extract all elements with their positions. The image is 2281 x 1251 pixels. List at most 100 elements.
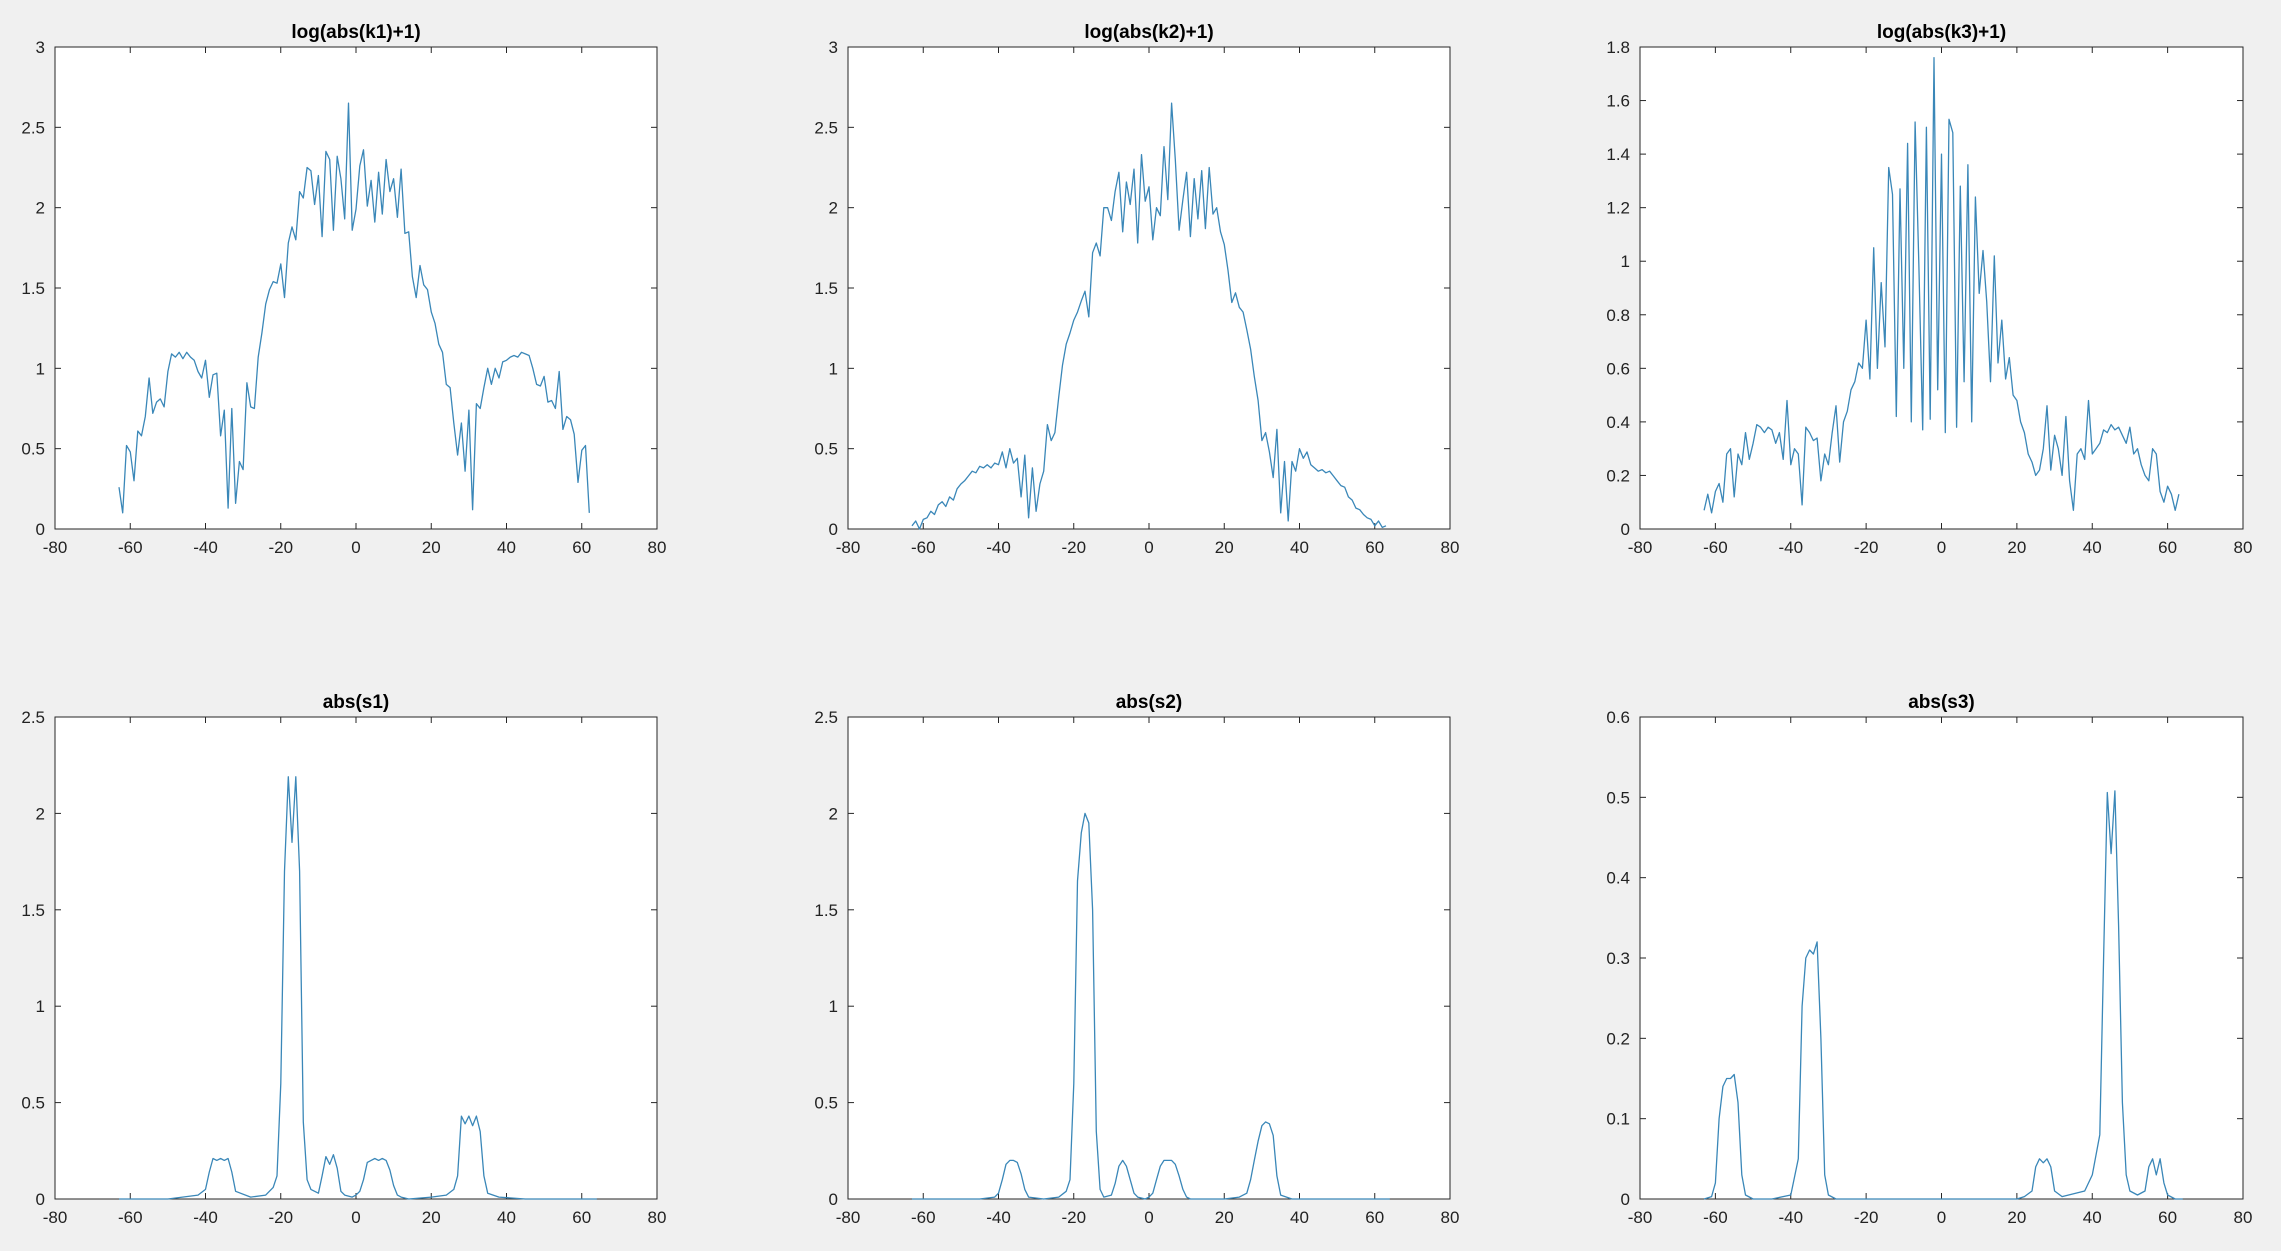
axes-box [847, 716, 1451, 1200]
x-tick-label: -60 [911, 1208, 936, 1227]
x-tick-label: -80 [1628, 1208, 1653, 1227]
y-tick-label: 2 [36, 804, 45, 823]
y-tick-label: 1.8 [1606, 38, 1630, 57]
y-tick-label: 1.2 [1606, 199, 1630, 218]
x-tick-label: -80 [1628, 538, 1653, 557]
x-tick-label: 0 [351, 538, 360, 557]
y-tick-label: 0.2 [1606, 466, 1630, 485]
x-tick-label: -80 [836, 538, 861, 557]
x-tick-label: 20 [1215, 538, 1234, 557]
x-axis: -80 -60 -40 -20 0 20 40 60 80 [43, 47, 667, 557]
y-axis: 0 0.5 1 1.5 2 2.5 3 [814, 38, 1450, 539]
y-tick-label: 0 [1621, 1190, 1630, 1209]
axes-box [54, 46, 658, 530]
y-tick-label: 0.8 [1606, 306, 1630, 325]
y-tick-label: 1.5 [814, 279, 838, 298]
subplot-2: log(abs(k2)+1) -80 -60 -40 -20 0 20 40 60 80 0 0.5 1… [814, 22, 1459, 557]
subplot-5: abs(s2) -80 -60 -40 -20 0 20 40 60 80 0 0.5 1 1.5 2 2.5 [814, 692, 1459, 1227]
x-tick-label: -20 [1854, 1208, 1879, 1227]
y-tick-label: 1 [36, 359, 45, 378]
y-tick-label: 2 [36, 199, 45, 218]
y-tick-label: 2.5 [21, 118, 45, 137]
x-tick-label: 60 [572, 1208, 591, 1227]
x-tick-label: 40 [1290, 538, 1309, 557]
x-axis: -80 -60 -40 -20 0 20 40 60 80 [1628, 47, 2252, 557]
x-tick-label: -20 [1061, 538, 1086, 557]
y-tick-label: 1 [829, 359, 838, 378]
x-tick-label: -60 [118, 538, 143, 557]
x-tick-label: 40 [2083, 1208, 2102, 1227]
x-tick-label: 40 [1290, 1208, 1309, 1227]
y-axis: 0 0.5 1 1.5 2 2.5 [814, 708, 1450, 1209]
x-tick-label: 60 [572, 538, 591, 557]
y-tick-label: 0.5 [21, 440, 45, 459]
y-tick-label: 1.4 [1606, 145, 1630, 164]
y-tick-label: 0.4 [1606, 413, 1630, 432]
y-tick-label: 0 [36, 1190, 45, 1209]
plot-title: log(abs(k3)+1) [1877, 22, 2006, 43]
axes-box [1639, 46, 2244, 530]
y-tick-label: 3 [829, 38, 838, 57]
y-tick-label: 1.6 [1606, 92, 1630, 111]
x-tick-label: -40 [986, 538, 1011, 557]
y-tick-label: 2.5 [21, 708, 45, 727]
x-tick-label: 0 [1144, 538, 1153, 557]
y-tick-label: 0.5 [1606, 788, 1630, 807]
plot-title: abs(s1) [323, 692, 390, 713]
x-tick-label: -20 [268, 1208, 293, 1227]
y-tick-label: 1 [829, 997, 838, 1016]
x-tick-label: 20 [1215, 1208, 1234, 1227]
axes-box [54, 716, 658, 1200]
x-tick-label: 0 [1937, 538, 1946, 557]
y-tick-label: 0 [1621, 520, 1630, 539]
x-tick-label: -80 [43, 538, 68, 557]
x-tick-label: 80 [648, 538, 667, 557]
subplot-6: abs(s3) -80 -60 -40 -20 0 20 40 60 80 0 0.1 0.2 0.3 0.… [1606, 692, 2252, 1227]
x-tick-label: 40 [497, 538, 516, 557]
x-tick-label: -40 [193, 538, 218, 557]
subplot-3: log(abs(k3)+1)-80 -60 -40 -20 0 20 40 60 8000.20… [1606, 22, 2252, 557]
x-tick-label: 0 [1937, 1208, 1946, 1227]
y-tick-label: 0.6 [1606, 708, 1630, 727]
y-tick-label: 0 [829, 1190, 838, 1209]
y-axis: 0 0.5 1 1.5 2 2.5 3 [21, 38, 657, 539]
x-tick-label: 20 [422, 1208, 441, 1227]
y-tick-label: 2.5 [814, 708, 838, 727]
x-tick-label: -40 [1778, 538, 1803, 557]
x-tick-label: 20 [422, 538, 441, 557]
x-tick-label: 80 [2234, 1208, 2253, 1227]
axes-box [1639, 716, 2244, 1200]
y-tick-label: 0 [36, 520, 45, 539]
y-tick-label: 1.5 [21, 901, 45, 920]
y-tick-label: 0.6 [1606, 359, 1630, 378]
y-tick-label: 1.5 [21, 279, 45, 298]
series-line-1 [1703, 57, 2180, 514]
y-tick-label: 0.2 [1606, 1029, 1630, 1048]
plot-title: log(abs(k1)+1) [291, 22, 420, 43]
plot-title: log(abs(k2)+1) [1084, 22, 1213, 43]
x-tick-label: 60 [1365, 1208, 1384, 1227]
x-tick-label: -60 [911, 538, 936, 557]
axes-box [847, 46, 1451, 530]
y-tick-label: 3 [36, 38, 45, 57]
x-tick-label: 60 [1365, 538, 1384, 557]
y-tick-label: 0.3 [1606, 949, 1630, 968]
x-tick-label: 80 [648, 1208, 667, 1227]
y-axis: 0 0.5 1 1.5 2 2.5 [21, 708, 657, 1209]
plot-title: abs(s2) [1116, 692, 1183, 713]
y-axis: 0 0.2 0.4 0.6 0.8 1 1.2 1.4 1.6 1.8 [1606, 38, 2243, 539]
x-axis: -80 -60 -40 -20 0 20 40 60 80 [836, 717, 1459, 1227]
x-axis: -80 -60 -40 -20 0 20 40 60 80 [836, 47, 1459, 557]
y-tick-label: 2 [829, 804, 838, 823]
x-tick-label: 0 [1144, 1208, 1153, 1227]
y-tick-label: 2 [829, 199, 838, 218]
x-tick-label: -20 [1854, 538, 1879, 557]
x-tick-label: -40 [1778, 1208, 1803, 1227]
y-tick-label: 0 [829, 520, 838, 539]
x-tick-label: 20 [2007, 538, 2026, 557]
series-line-1 [912, 812, 1390, 1200]
x-tick-label: 60 [2158, 538, 2177, 557]
subplot-1: log(abs(k1)+1) -80 -60 -40 -20 0 20 40 60 80 0 0.5 1… [21, 22, 666, 557]
y-tick-label: 1 [1621, 252, 1630, 271]
